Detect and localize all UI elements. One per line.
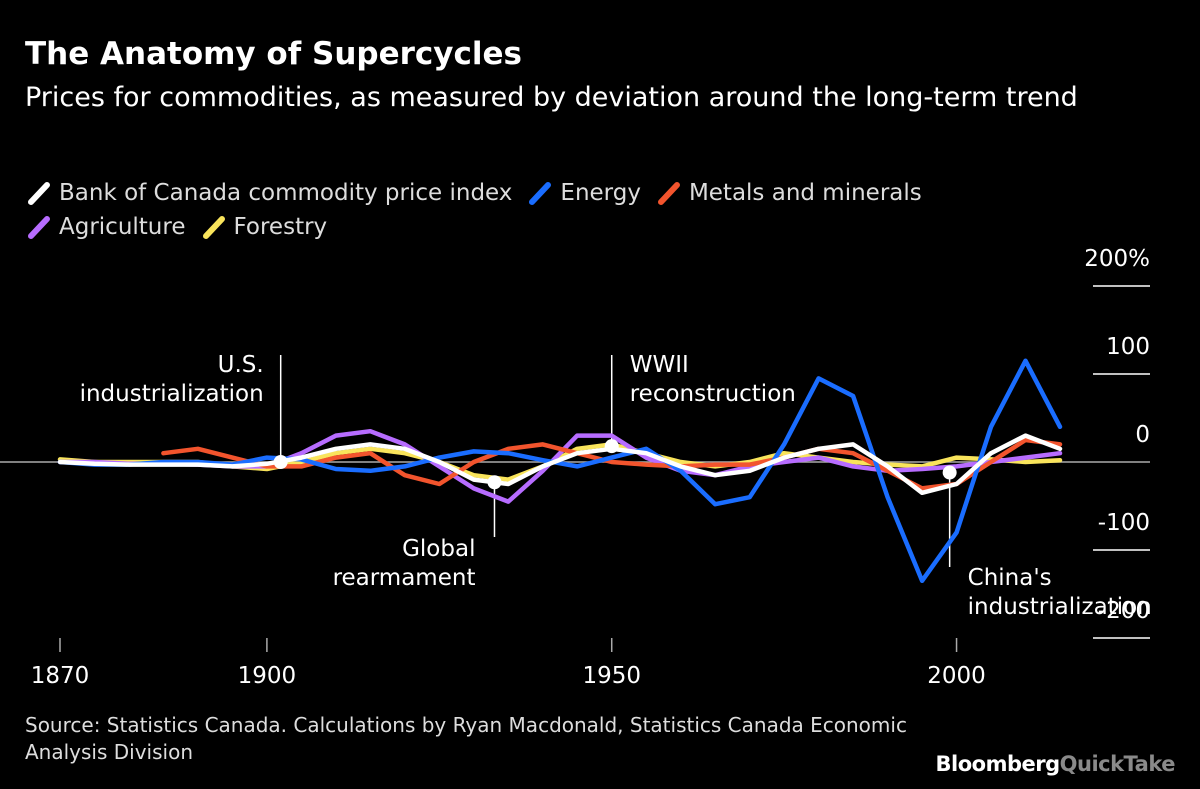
y-tick-label: 200% [1084,246,1150,272]
annotation-dot [487,475,502,490]
x-tick-label: 2000 [927,663,986,689]
legend-swatch-line [529,182,552,205]
annotation-text: China's [968,565,1052,591]
legend-swatch [28,182,50,205]
annotation-dot [604,439,619,454]
legend-swatch-line [202,216,225,239]
legend-label: Agriculture [59,214,186,240]
legend-label: Metals and minerals [688,180,922,206]
legend-item: Forestry [200,210,328,244]
legend-swatch-line [657,182,680,205]
logo: BloombergQuickTake [935,752,1176,776]
legend-label: Bank of Canada commodity price index [59,180,513,206]
annotation-text: industrialization [968,594,1152,620]
legend-swatch [202,216,225,239]
chart: 200% 100 0 -100 -200 1870 1900 1950 2000 U.S. indu… [0,246,1152,689]
y-tick-label: 0 [1135,422,1150,448]
annotation-dot [942,465,957,480]
legend-item: Agriculture [25,210,186,244]
annotation-text: industrialization [80,381,264,407]
legend-item: Metals and minerals [655,176,922,210]
logo-product: QuickTake [1059,752,1176,776]
legend-swatch-line [28,216,50,239]
y-tick-label: -200 [1098,598,1150,624]
annotation-text: U.S. [218,352,264,378]
annotation-text: reconstruction [630,381,796,407]
legend-swatch-line [28,182,50,205]
annotation-text: Global [402,536,475,562]
x-tick-label: 1950 [582,663,641,689]
legend-swatch [529,182,552,205]
annotation-dot [273,455,288,469]
legend-swatch [657,182,680,205]
series-line [57,433,1063,496]
legend-label: Forestry [233,214,328,240]
y-tick-label: 100 [1106,334,1150,360]
legend: Bank of Canada commodity price index Ener… [25,176,1025,244]
y-tick-label: -100 [1098,510,1150,536]
chart-title: The Anatomy of Supercycles [25,36,522,72]
legend-swatch [28,216,50,239]
chart-subtitle: Prices for commodities, as measured by d… [25,82,1078,113]
source-note: Source: Statistics Canada. Calculations … [25,713,907,764]
annotation-text: WWII [630,352,689,378]
x-tick-label: 1900 [238,663,297,689]
legend-label: Energy [560,180,641,206]
x-tick-label: 1870 [31,663,90,689]
annotation-text: rearmament [333,565,476,591]
legend-item: Energy [526,176,641,210]
logo-brand: Bloomberg [935,752,1061,776]
legend-item: Bank of Canada commodity price index [25,176,512,210]
